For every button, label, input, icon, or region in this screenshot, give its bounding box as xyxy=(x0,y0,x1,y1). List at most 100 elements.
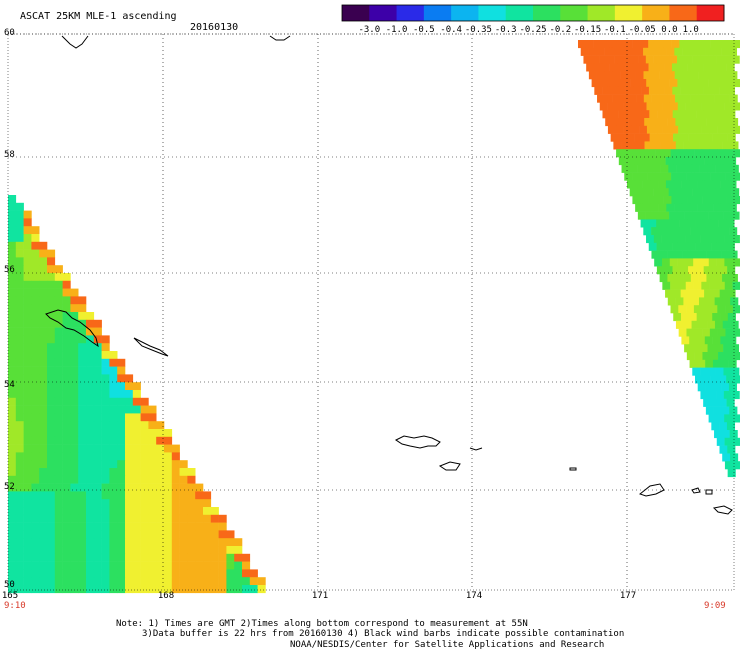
data-cell xyxy=(47,343,56,352)
data-cell xyxy=(156,491,165,500)
data-cell xyxy=(593,63,603,72)
data-cell xyxy=(117,382,126,391)
data-cell xyxy=(148,460,157,469)
data-cell xyxy=(93,483,102,492)
data-cell xyxy=(31,436,40,445)
data-cell xyxy=(31,475,40,484)
data-cell xyxy=(101,390,110,399)
lat-label-56: 56 xyxy=(4,265,15,275)
data-cell xyxy=(62,382,71,391)
data-cell xyxy=(86,585,95,594)
data-cell xyxy=(695,40,704,49)
data-cell xyxy=(86,312,95,321)
data-cell xyxy=(710,352,719,361)
data-cell xyxy=(696,133,705,142)
data-cell xyxy=(117,522,126,531)
data-cell xyxy=(101,405,110,414)
data-cell xyxy=(179,483,188,492)
data-cell xyxy=(704,157,713,166)
data-cell xyxy=(611,47,621,56)
data-cell xyxy=(8,569,17,578)
data-cell xyxy=(86,405,95,414)
data-cell xyxy=(728,157,737,166)
data-cell xyxy=(724,258,733,267)
data-cell xyxy=(132,499,141,508)
data-cell xyxy=(711,266,720,275)
data-cell xyxy=(646,102,655,111)
data-cell xyxy=(636,94,645,103)
data-cell xyxy=(93,390,102,399)
data-cell xyxy=(132,553,141,562)
data-cell xyxy=(636,118,645,127)
data-cell xyxy=(93,530,102,539)
colorbar-label: 0.0 xyxy=(661,25,678,35)
data-cell xyxy=(718,352,727,361)
data-cell xyxy=(164,530,173,539)
data-cell xyxy=(125,452,134,461)
data-cell xyxy=(101,475,110,484)
data-cell xyxy=(109,475,118,484)
data-cell xyxy=(171,507,180,516)
data-cell xyxy=(610,133,619,142)
data-cell xyxy=(86,468,95,477)
data-cell xyxy=(39,366,48,375)
data-cell xyxy=(697,203,706,212)
data-cell xyxy=(171,444,180,453)
data-cell xyxy=(635,203,644,212)
data-cell xyxy=(70,335,79,344)
data-cell xyxy=(148,413,157,422)
data-cell xyxy=(669,235,678,244)
data-cell xyxy=(62,343,71,352)
data-cell xyxy=(675,297,684,306)
data-cell xyxy=(658,203,667,212)
data-cell xyxy=(661,235,670,244)
data-cell xyxy=(101,397,110,406)
data-cell xyxy=(54,530,63,539)
data-cell xyxy=(15,413,24,422)
data-cell xyxy=(670,149,679,158)
data-cell xyxy=(23,288,32,297)
data-cell xyxy=(101,585,110,594)
data-cell xyxy=(70,390,79,399)
data-cell xyxy=(687,242,696,251)
data-cell xyxy=(719,445,728,454)
data-cell xyxy=(679,219,688,228)
data-cell xyxy=(658,180,667,189)
data-cell xyxy=(698,118,707,127)
data-cell xyxy=(171,553,180,562)
data-cell xyxy=(54,468,63,477)
data-cell xyxy=(93,343,102,352)
data-cell xyxy=(78,429,87,438)
data-cell xyxy=(668,188,677,197)
coastline-islet-4 xyxy=(712,505,733,515)
data-cell xyxy=(47,522,56,531)
data-cell xyxy=(642,157,651,166)
data-cell xyxy=(644,164,654,173)
data-cell xyxy=(684,344,693,353)
data-cell xyxy=(156,577,165,586)
data-cell xyxy=(117,429,126,438)
data-cell xyxy=(578,40,587,49)
data-cell xyxy=(70,499,79,508)
data-cell xyxy=(685,79,694,88)
data-cell xyxy=(242,585,251,594)
data-cell xyxy=(667,118,676,127)
data-cell xyxy=(673,313,682,322)
data-cell xyxy=(680,133,689,142)
data-cell xyxy=(78,312,87,321)
data-cell xyxy=(732,437,740,446)
data-cell xyxy=(717,328,726,337)
data-cell xyxy=(117,577,126,586)
data-cell xyxy=(622,79,631,88)
data-cell xyxy=(712,157,721,166)
data-cell xyxy=(93,577,102,586)
data-cell xyxy=(708,235,717,244)
data-cell xyxy=(733,172,740,181)
data-cell xyxy=(668,164,677,173)
data-cell xyxy=(704,180,714,189)
data-cell xyxy=(699,320,708,329)
data-cell xyxy=(8,288,17,297)
data-cell xyxy=(54,522,63,531)
data-cell xyxy=(15,468,24,477)
data-cell xyxy=(70,475,79,484)
